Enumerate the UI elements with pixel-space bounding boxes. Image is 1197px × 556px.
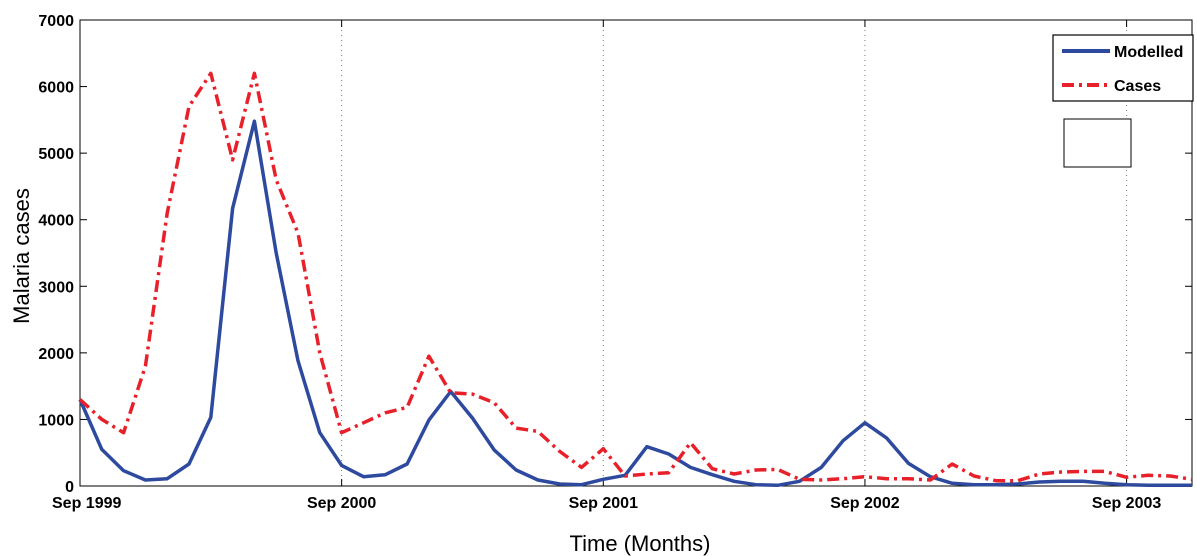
x-tick-labels: Sep 1999 Sep 2000 Sep 2001 Sep 2002 Sep 2003: [52, 495, 1161, 512]
series-line-modelled: [78, 119, 1192, 488]
x-tick-label-0: Sep 1999: [52, 495, 121, 512]
legend-label-cases: Cases: [1114, 78, 1161, 95]
y-axis-title: Malaria cases: [9, 188, 34, 324]
empty-annotation-box: [1063, 118, 1132, 168]
x-tick-label-2: Sep 2001: [569, 495, 638, 512]
axis-ticks: [79, 19, 1192, 487]
y-tick-label-2: 2000: [38, 346, 74, 363]
y-tick-label-5: 5000: [38, 146, 74, 163]
y-tick-label-0: 0: [65, 479, 74, 496]
x-tick-label-4: Sep 2003: [1092, 495, 1161, 512]
y-tick-label-3: 3000: [38, 279, 74, 296]
series-layer: [78, 71, 1193, 488]
y-tick-label-7: 7000: [38, 13, 74, 30]
legend-label-modelled: Modelled: [1114, 44, 1183, 61]
legend-box: [1052, 34, 1194, 102]
x-axis-title: Time (Months): [570, 531, 711, 556]
x-tick-label-3: Sep 2002: [830, 495, 899, 512]
y-tick-labels: 0 1000 2000 3000 4000 5000 6000 7000: [38, 13, 74, 496]
x-tick-label-1: Sep 2000: [307, 495, 376, 512]
legend: Modelled Cases: [1052, 34, 1194, 102]
y-tick-label-4: 4000: [38, 213, 74, 230]
y-tick-label-6: 6000: [38, 80, 74, 97]
x-gridlines: [341, 20, 1128, 486]
series-line-cases: [78, 71, 1193, 483]
plot-area-frame: [79, 19, 1193, 487]
y-tick-label-1: 1000: [38, 412, 74, 429]
